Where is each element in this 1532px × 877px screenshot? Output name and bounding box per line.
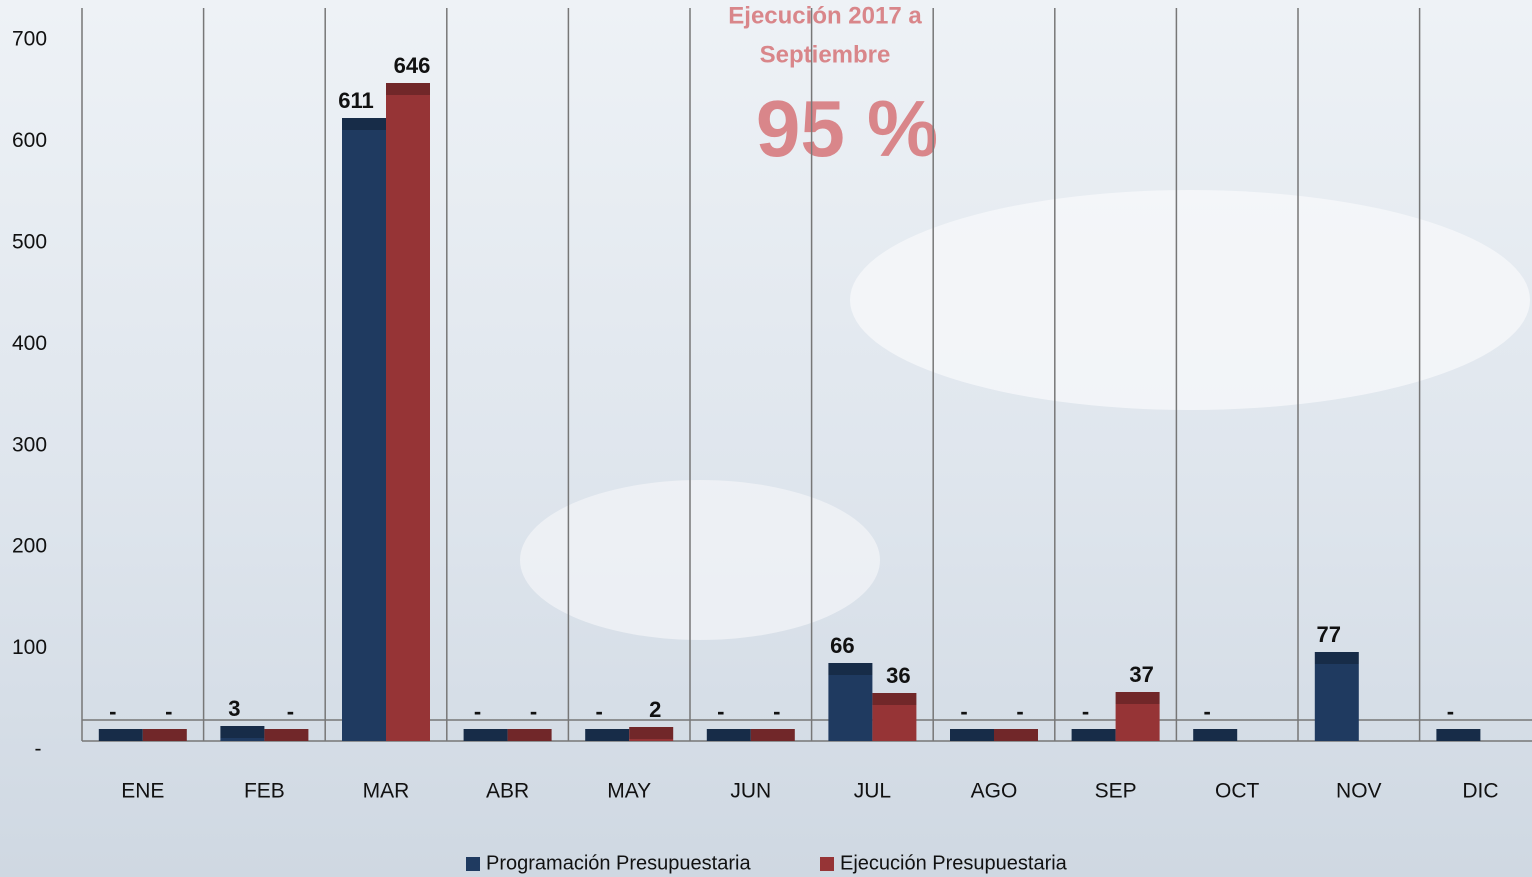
bar-cap	[507, 729, 552, 741]
data-label: -	[287, 699, 294, 724]
data-label: -	[474, 699, 481, 724]
bar-cap	[872, 693, 917, 705]
bar-cap	[828, 663, 873, 675]
bar-cap	[1115, 692, 1160, 704]
bar	[1314, 664, 1359, 741]
data-label: 77	[1317, 622, 1341, 647]
x-tick-label: MAR	[363, 780, 410, 803]
data-label: 2	[649, 697, 661, 722]
annotation: Septiembre	[760, 41, 891, 68]
bar-cap	[386, 83, 430, 95]
bar-cap	[142, 729, 187, 741]
bar-cap	[264, 729, 309, 741]
data-label: -	[1447, 699, 1454, 724]
bar-cap	[629, 727, 674, 739]
bar-cap	[220, 726, 265, 738]
x-tick-label: MAY	[607, 780, 651, 803]
bar-cap	[950, 729, 994, 741]
background-dish	[850, 190, 1530, 410]
legend-swatch	[820, 857, 834, 871]
x-tick-label: OCT	[1215, 780, 1260, 803]
bar	[1115, 704, 1160, 741]
data-label: -	[717, 699, 724, 724]
data-label: -	[960, 699, 967, 724]
y-tick-label: 500	[12, 231, 47, 254]
data-label: -	[596, 699, 603, 724]
x-tick-label: JUL	[854, 780, 891, 803]
bar-cap	[1193, 729, 1238, 741]
x-tick-label: NOV	[1336, 780, 1382, 803]
bar-cap	[706, 729, 751, 741]
bar	[872, 705, 917, 741]
bar-cap	[98, 729, 143, 741]
data-label: -	[1016, 699, 1023, 724]
data-label: -	[1082, 699, 1089, 724]
bar	[342, 130, 386, 741]
y-tick-label: -	[35, 738, 42, 761]
legend-label: Programación Presupuestaria	[486, 852, 751, 874]
data-label: 646	[394, 53, 431, 78]
legend-swatch	[466, 857, 480, 871]
bar	[828, 675, 873, 741]
bar-cap	[585, 729, 630, 741]
y-tick-label: 100	[12, 636, 47, 659]
x-tick-label: ENE	[121, 780, 164, 803]
data-label: -	[165, 699, 172, 724]
annotation: Ejecución 2017 a	[728, 2, 922, 29]
bar-cap	[750, 729, 795, 741]
data-label: -	[773, 699, 780, 724]
data-label: 3	[228, 696, 240, 721]
data-label: -	[1204, 699, 1211, 724]
bar	[386, 95, 430, 741]
y-tick-label: 200	[12, 535, 47, 558]
bar	[220, 738, 265, 741]
x-tick-label: ABR	[486, 780, 529, 803]
y-tick-label: 300	[12, 433, 47, 456]
data-label: -	[530, 699, 537, 724]
data-label: 36	[886, 663, 910, 688]
bar-cap	[1436, 729, 1481, 741]
bar-cap	[1314, 652, 1359, 664]
bar-cap	[463, 729, 508, 741]
bar	[629, 739, 674, 741]
annotation: 95 %	[756, 84, 938, 173]
bar-cap	[1071, 729, 1116, 741]
x-tick-label: DIC	[1462, 780, 1498, 803]
bar-cap	[342, 118, 386, 130]
x-tick-label: AGO	[971, 780, 1018, 803]
data-label: 37	[1129, 662, 1153, 687]
y-tick-label: 400	[12, 332, 47, 355]
legend-label: Ejecución Presupuestaria	[840, 852, 1068, 874]
data-label: -	[109, 699, 116, 724]
data-label: 611	[338, 88, 374, 113]
x-tick-label: SEP	[1095, 780, 1137, 803]
y-tick-label: 600	[12, 129, 47, 152]
bar-cap	[994, 729, 1038, 741]
y-tick-label: 700	[12, 28, 47, 51]
x-tick-label: JUN	[730, 780, 771, 803]
data-label: 66	[830, 633, 854, 658]
x-tick-label: FEB	[244, 780, 285, 803]
background-dish	[520, 480, 880, 640]
